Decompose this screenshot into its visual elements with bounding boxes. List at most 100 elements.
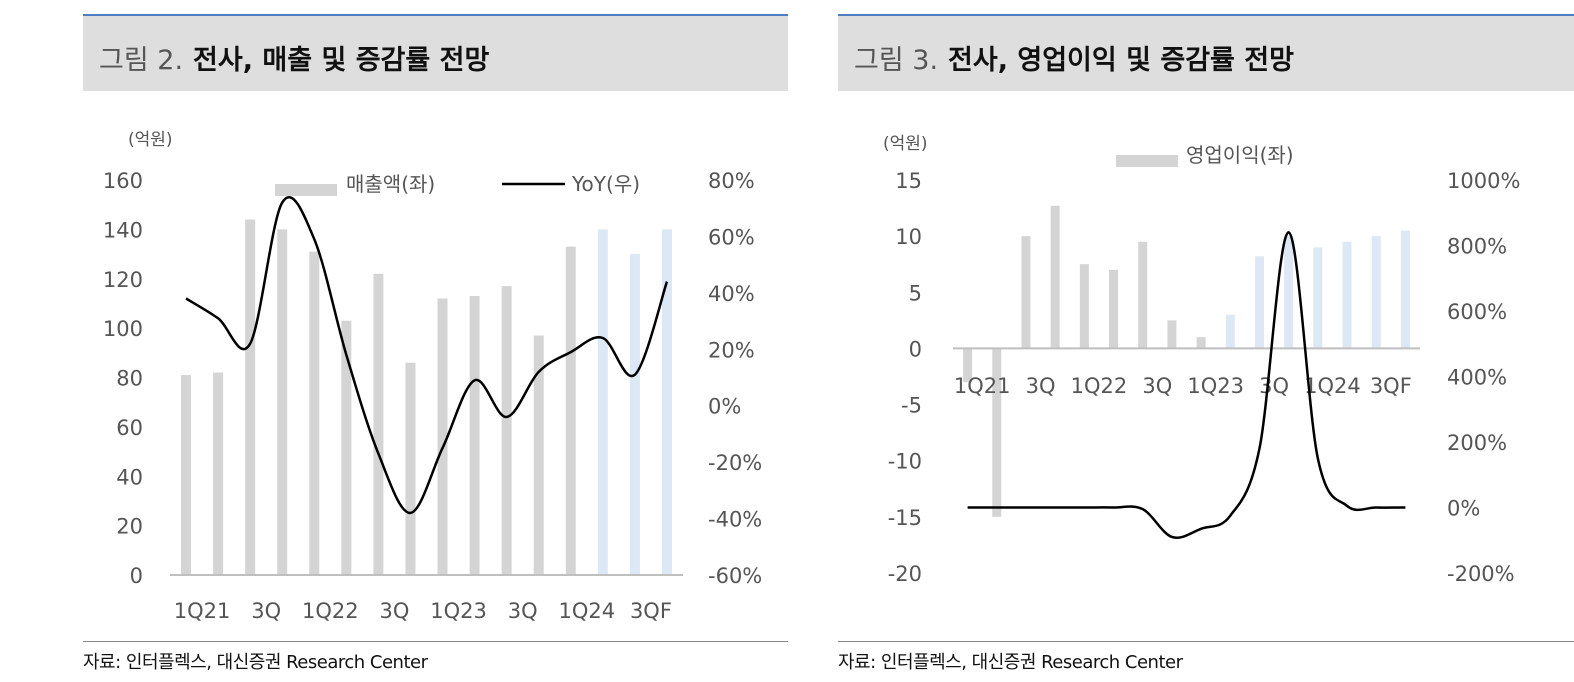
chart-panel-revenue: 그림 2. 전사, 매출 및 증감률 전망 (억원) 0 20 40 60 80 100 120… bbox=[83, 14, 788, 673]
legend-swatch-bar bbox=[275, 184, 337, 196]
bar-3Q22 bbox=[373, 273, 384, 575]
figure-title: 전사, 영업이익 및 증감률 전망 bbox=[948, 45, 1294, 76]
x-axis-tick: 1Q22 bbox=[302, 599, 359, 623]
bar-4Q23 bbox=[533, 335, 544, 575]
revenue-chart: (억원) 0 20 40 60 80 100 120 140 160 -60% -40% -20% 0% 2… bbox=[103, 130, 762, 623]
bar-1Q21 bbox=[181, 375, 192, 575]
x-axis-tick: 3Q bbox=[251, 599, 281, 623]
bar-4Q21 bbox=[1050, 205, 1060, 349]
bar-1Q21 bbox=[963, 348, 973, 383]
right-axis-tick: 0% bbox=[1447, 497, 1480, 521]
left-axis-tick: 10 bbox=[895, 225, 922, 249]
bar-1Q23 bbox=[437, 298, 448, 575]
x-axis-tick: 1Q24 bbox=[559, 599, 616, 623]
right-axis-tick: -20% bbox=[708, 451, 762, 475]
left-axis-tick: -5 bbox=[901, 394, 922, 418]
series-line-yoy bbox=[967, 231, 1406, 539]
left-axis-tick: 60 bbox=[116, 416, 143, 440]
unit-label: (억원) bbox=[883, 134, 928, 154]
bar-4Q22 bbox=[1167, 320, 1177, 349]
left-axis-tick: 0 bbox=[909, 337, 922, 361]
source-note: 자료: 인터플렉스, 대신증권 Research Center bbox=[838, 652, 1183, 673]
bar-4QF bbox=[661, 229, 672, 575]
bar-3QF bbox=[629, 254, 640, 575]
x-axis-tick: 1Q23 bbox=[1187, 374, 1244, 398]
bar-4Q23 bbox=[1284, 236, 1294, 349]
bar-3Q23 bbox=[1254, 256, 1264, 349]
left-axis-tick: -20 bbox=[888, 562, 922, 586]
bar-1Q24 bbox=[565, 246, 576, 575]
bar-2Q21 bbox=[992, 348, 1002, 517]
bar-3Q21 bbox=[245, 219, 256, 575]
right-axis-tick: -40% bbox=[708, 508, 762, 532]
x-axis-tick: 3Q bbox=[1026, 374, 1056, 398]
legend-swatch-bar bbox=[1116, 155, 1178, 167]
operating-profit-chart: (억원) -20 -15 -10 -5 0 5 10 15 -200% 0% 200% 400% 600%… bbox=[883, 134, 1520, 586]
left-axis-tick: 40 bbox=[116, 465, 143, 489]
left-axis-tick: 0 bbox=[130, 564, 143, 588]
left-axis-tick: 120 bbox=[103, 268, 143, 292]
bar-1Q22 bbox=[309, 251, 320, 575]
x-axis-tick: 3Q bbox=[379, 599, 409, 623]
bar-4Q22 bbox=[405, 362, 416, 575]
x-axis-tick: 1Q24 bbox=[1304, 374, 1361, 398]
right-axis-tick: 1000% bbox=[1447, 169, 1520, 193]
bar-3Q22 bbox=[1138, 241, 1148, 349]
bar-2Q24 bbox=[597, 229, 608, 575]
x-axis-tick: 1Q22 bbox=[1071, 374, 1128, 398]
bar-1Q23 bbox=[1196, 337, 1206, 349]
right-axis-tick: 600% bbox=[1447, 300, 1507, 324]
left-axis-tick: 140 bbox=[103, 218, 143, 242]
left-axis-tick: -10 bbox=[888, 450, 922, 474]
right-axis-tick: 400% bbox=[1447, 366, 1507, 390]
x-axis-tick: 1Q23 bbox=[430, 599, 487, 623]
bar-2Q22 bbox=[1109, 269, 1119, 349]
x-axis-tick: 3Q bbox=[1142, 374, 1172, 398]
bar-3Q21 bbox=[1021, 236, 1031, 349]
x-axis-tick: 3Q bbox=[508, 599, 538, 623]
right-axis-tick: 60% bbox=[708, 225, 755, 249]
bar-1Q24 bbox=[1313, 247, 1323, 349]
figure-number: 그림 2. bbox=[99, 45, 184, 76]
x-axis-tick: 3QF bbox=[1370, 374, 1412, 398]
legend-label: 영업이익(좌) bbox=[1186, 143, 1294, 167]
legend-label: 매출액(좌) bbox=[346, 172, 435, 196]
bar-2Q22 bbox=[341, 320, 352, 575]
left-axis-tick: 15 bbox=[895, 169, 922, 193]
x-axis-tick: 3QF bbox=[630, 599, 672, 623]
right-axis-tick: 20% bbox=[708, 338, 755, 362]
right-axis-tick: 40% bbox=[708, 282, 755, 306]
figure-title: 전사, 매출 및 증감률 전망 bbox=[193, 45, 490, 76]
legend-label: YoY(우) bbox=[571, 172, 640, 196]
left-axis-tick: 100 bbox=[103, 317, 143, 341]
bar-3Q23 bbox=[501, 286, 512, 575]
bar-2Q23 bbox=[1225, 314, 1235, 349]
left-axis-tick: 80 bbox=[116, 367, 143, 391]
figure-number: 그림 3. bbox=[854, 45, 939, 76]
left-axis-tick: 160 bbox=[103, 169, 143, 193]
left-axis-tick: 20 bbox=[116, 515, 143, 539]
bar-3QF bbox=[1371, 236, 1381, 349]
figure-title-bar: 그림 2. 전사, 매출 및 증감률 전망 bbox=[83, 14, 788, 91]
bar-2Q21 bbox=[213, 372, 224, 575]
right-axis-tick: -60% bbox=[708, 564, 762, 588]
right-axis-tick: 800% bbox=[1447, 235, 1507, 259]
x-axis-tick: 1Q21 bbox=[174, 599, 231, 623]
bar-1Q22 bbox=[1079, 264, 1089, 349]
unit-label: (억원) bbox=[128, 130, 173, 150]
left-axis-tick: 5 bbox=[909, 281, 922, 305]
chart-panel-operating-profit: 그림 3. 전사, 영업이익 및 증감률 전망 (억원) -20 -15 -10 -5 0 5… bbox=[800, 0, 1574, 682]
series-line-yoy bbox=[185, 196, 669, 515]
footer-divider bbox=[83, 641, 788, 642]
right-axis-tick: 80% bbox=[708, 169, 755, 193]
bar-2Q23 bbox=[469, 296, 480, 575]
left-axis-tick: -15 bbox=[888, 506, 922, 530]
source-note: 자료: 인터플렉스, 대신증권 Research Center bbox=[83, 652, 428, 673]
right-axis-tick: 200% bbox=[1447, 431, 1507, 455]
figure-title-bar: 그림 3. 전사, 영업이익 및 증감률 전망 bbox=[838, 14, 1574, 91]
bar-2Q24 bbox=[1342, 241, 1352, 349]
right-axis-tick: 0% bbox=[708, 395, 741, 419]
bar-4Q21 bbox=[277, 229, 288, 575]
bar-4QF bbox=[1400, 230, 1410, 349]
x-axis-tick: 3Q bbox=[1259, 374, 1289, 398]
